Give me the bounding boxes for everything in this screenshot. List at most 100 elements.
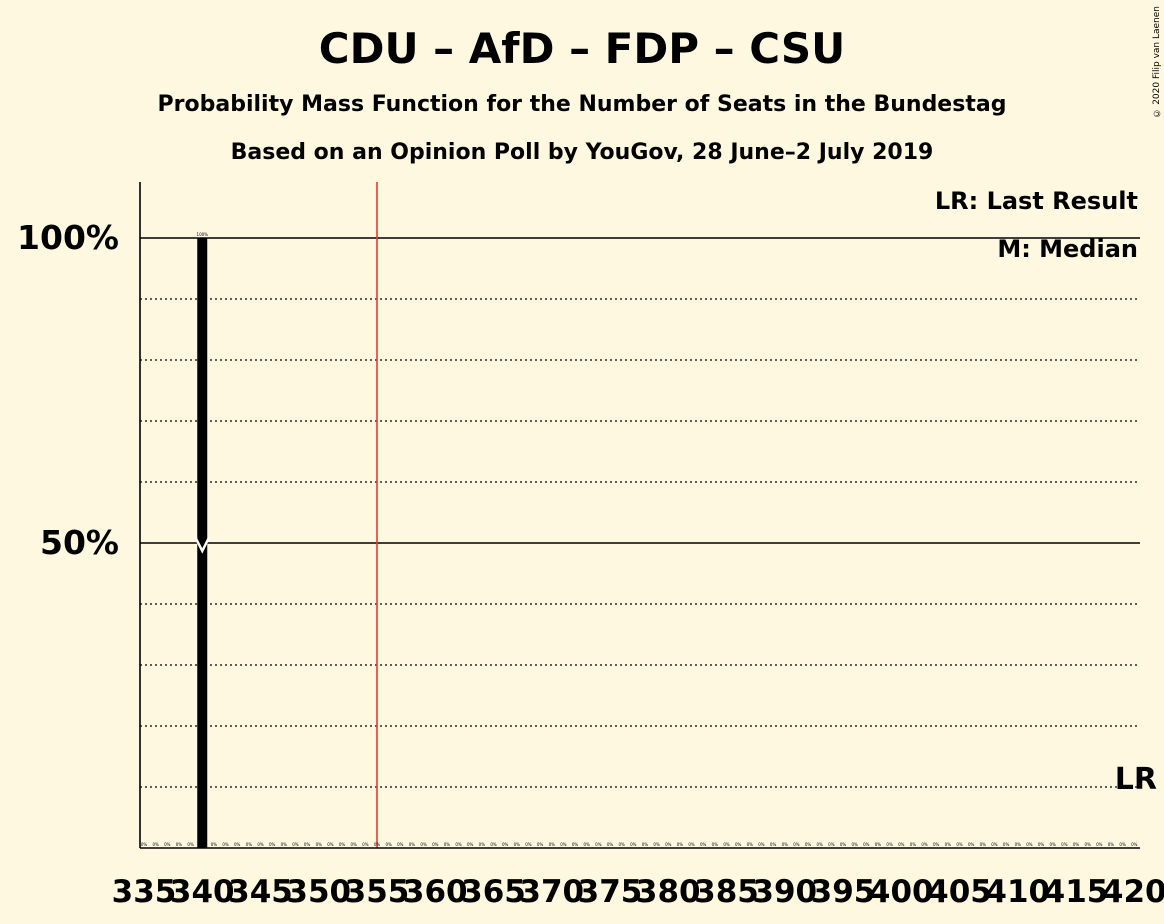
x-tick-label: 415: [1044, 874, 1109, 910]
data-label-zero: 0%: [921, 842, 928, 847]
data-label-zero: 0%: [700, 842, 707, 847]
data-label-zero: 0%: [490, 842, 497, 847]
data-label-zero: 0%: [502, 842, 509, 847]
data-label-zero: 0%: [397, 842, 404, 847]
x-tick-label: 340: [170, 874, 235, 910]
data-label-zero: 0%: [793, 842, 800, 847]
data-label-zero: 0%: [176, 842, 183, 847]
x-tick-label: 355: [345, 874, 410, 910]
grid-lines: [140, 182, 1140, 848]
x-tick-label: 335: [112, 874, 177, 910]
data-label-zero: 0%: [677, 842, 684, 847]
data-label-zero: 0%: [653, 842, 660, 847]
x-tick-label: 390: [752, 874, 817, 910]
data-label-zero: 0%: [1108, 842, 1115, 847]
data-label-zero: 0%: [246, 842, 253, 847]
data-label-zero: 0%: [886, 842, 893, 847]
chart-subtitle: Probability Mass Function for the Number…: [157, 92, 1007, 117]
data-label-zero: 0%: [630, 842, 637, 847]
data-label-zero: 0%: [805, 842, 812, 847]
data-label-zero: 0%: [584, 842, 591, 847]
data-label-zero: 0%: [945, 842, 952, 847]
x-tick-label: 410: [985, 874, 1050, 910]
legend-last-result: LR: Last Result: [935, 187, 1138, 215]
data-label-zero: 0%: [828, 842, 835, 847]
x-tick-label: 420: [1102, 874, 1164, 910]
data-label-zero: 0%: [537, 842, 544, 847]
data-label-zero: 0%: [281, 842, 288, 847]
data-label-zero: 0%: [875, 842, 882, 847]
data-label-zero: 0%: [1084, 842, 1091, 847]
bar: [197, 238, 208, 848]
data-label-zero: 0%: [770, 842, 777, 847]
data-label-zero: 0%: [420, 842, 427, 847]
data-label-zero: 0%: [351, 842, 358, 847]
data-label-zero: 0%: [339, 842, 346, 847]
data-label-zero: 0%: [735, 842, 742, 847]
data-label-zero: 0%: [1050, 842, 1057, 847]
data-label-zero: 0%: [316, 842, 323, 847]
data-label-zero: 0%: [1038, 842, 1045, 847]
data-label-zero: 0%: [234, 842, 241, 847]
data-label-zero: 0%: [956, 842, 963, 847]
data-label-zero: 0%: [665, 842, 672, 847]
data-label-zero: 0%: [782, 842, 789, 847]
data-label-zero: 0%: [327, 842, 334, 847]
lr-marker-label: LR: [1115, 762, 1157, 797]
data-label-zero: 0%: [840, 842, 847, 847]
x-tick-label: 395: [811, 874, 876, 910]
data-label-zero: 0%: [455, 842, 462, 847]
y-tick-label: 50%: [40, 523, 119, 562]
data-label-zero: 0%: [863, 842, 870, 847]
data-label-zero: 0%: [374, 842, 381, 847]
x-tick-label: 350: [286, 874, 351, 910]
bars: 100%: [194, 232, 211, 848]
data-label-zero: 0%: [968, 842, 975, 847]
y-tick-label: 100%: [17, 218, 119, 257]
data-label: 100%: [197, 232, 209, 237]
data-label-zero: 0%: [1015, 842, 1022, 847]
x-tick-label: 360: [403, 874, 468, 910]
zero-value-labels: 0% 0% 0% 0% 0% 0% 0% 0% 0% 0% 0% 0% 0% 0% 0% 0% 0% 0% 0% 0%…: [141, 842, 1138, 847]
data-label-zero: 0%: [549, 842, 556, 847]
data-label-zero: 0%: [898, 842, 905, 847]
data-label-zero: 0%: [164, 842, 171, 847]
data-label-zero: 0%: [1119, 842, 1126, 847]
data-label-zero: 0%: [187, 842, 194, 847]
data-label-zero: 0%: [385, 842, 392, 847]
data-label-zero: 0%: [409, 842, 416, 847]
data-label-zero: 0%: [1061, 842, 1068, 847]
x-tick-label: 400: [869, 874, 934, 910]
x-tick-label: 380: [636, 874, 701, 910]
data-label-zero: 0%: [910, 842, 917, 847]
data-label-zero: 0%: [222, 842, 229, 847]
x-tick-label: 405: [927, 874, 992, 910]
data-label-zero: 0%: [758, 842, 765, 847]
data-label-zero: 0%: [1003, 842, 1010, 847]
x-tick-labels: 3353403453503553603653703753803853903954…: [112, 874, 1164, 910]
data-label-zero: 0%: [991, 842, 998, 847]
data-label-zero: 0%: [618, 842, 625, 847]
chart-title: CDU – AfD – FDP – CSU: [318, 24, 846, 73]
data-label-zero: 0%: [1096, 842, 1103, 847]
data-label-zero: 0%: [257, 842, 264, 847]
data-label-zero: 0%: [817, 842, 824, 847]
x-tick-label: 365: [461, 874, 526, 910]
data-label-zero: 0%: [514, 842, 521, 847]
data-label-zero: 0%: [479, 842, 486, 847]
data-label-zero: 0%: [642, 842, 649, 847]
data-label-zero: 0%: [304, 842, 311, 847]
median-marker: [194, 536, 211, 554]
data-label-zero: 0%: [1131, 842, 1138, 847]
y-tick-labels: 50% 100%: [17, 218, 119, 562]
data-label-zero: 0%: [595, 842, 602, 847]
data-label-zero: 0%: [1073, 842, 1080, 847]
data-label-zero: 0%: [723, 842, 730, 847]
data-label-zero: 0%: [269, 842, 276, 847]
axes: [139, 182, 1140, 849]
data-label-zero: 0%: [712, 842, 719, 847]
data-label-zero: 0%: [211, 842, 218, 847]
data-label-zero: 0%: [432, 842, 439, 847]
legend-median: M: Median: [997, 235, 1138, 263]
data-label-zero: 0%: [747, 842, 754, 847]
